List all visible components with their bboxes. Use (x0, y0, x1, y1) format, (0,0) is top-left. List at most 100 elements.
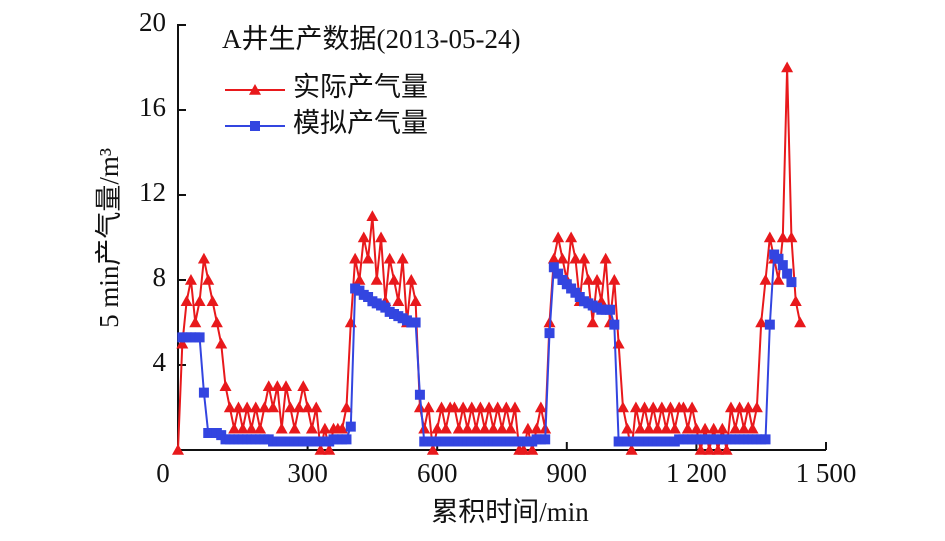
data-point (655, 401, 668, 413)
data-point (772, 274, 785, 285)
data-point (599, 252, 612, 264)
y-tick-label: 20 (139, 7, 166, 37)
data-point (452, 422, 465, 434)
data-point (548, 262, 559, 273)
data-point (197, 252, 210, 264)
data-point (500, 401, 513, 413)
data-point (496, 422, 508, 434)
data-point (750, 401, 763, 413)
data-point (478, 422, 491, 434)
data-point (776, 231, 789, 243)
data-point (582, 274, 595, 285)
data-point (219, 380, 232, 392)
data-point (681, 422, 694, 434)
legend-marker (250, 121, 260, 131)
data-point (353, 274, 366, 285)
data-point (176, 337, 189, 349)
data-point (426, 444, 439, 455)
data-point (547, 252, 560, 264)
data-point (396, 252, 409, 264)
data-point (210, 316, 223, 328)
data-point (409, 295, 422, 307)
data-point (781, 61, 794, 73)
data-point (215, 337, 228, 349)
x-tick-label: 300 (287, 458, 328, 488)
data-point (720, 444, 733, 455)
y-tick-label: 16 (139, 92, 166, 122)
data-point (461, 422, 474, 434)
data-point (544, 328, 555, 339)
data-point (759, 274, 772, 285)
x-tick-label: 0 (156, 458, 170, 488)
data-point (431, 422, 444, 434)
data-point (418, 422, 431, 434)
x-tick-label: 600 (417, 458, 458, 488)
y-tick-label: 8 (153, 262, 167, 292)
data-point (694, 444, 707, 455)
data-point (241, 401, 254, 413)
data-point (621, 422, 634, 434)
data-point (340, 401, 353, 413)
data-point (763, 231, 776, 243)
data-point (786, 277, 797, 288)
data-point (275, 422, 288, 434)
data-point (457, 401, 470, 413)
data-point (228, 422, 241, 434)
data-point (249, 401, 262, 413)
data-point (686, 401, 699, 413)
x-tick-label: 900 (547, 458, 588, 488)
data-point (773, 253, 784, 264)
data-point (591, 274, 604, 285)
legend-label: 模拟产气量 (293, 108, 428, 138)
data-point (262, 380, 275, 392)
data-point (465, 401, 478, 413)
data-point (314, 444, 327, 455)
data-point (422, 401, 435, 413)
data-point (383, 252, 396, 264)
data-point (785, 231, 798, 243)
y-axis-label: 5 min产气量/m³ (94, 148, 124, 328)
data-point (677, 401, 690, 413)
data-point (474, 401, 487, 413)
data-point (605, 304, 615, 315)
data-point (647, 401, 660, 413)
data-point (341, 434, 352, 445)
data-point (782, 268, 793, 279)
data-point (616, 401, 629, 413)
data-point (202, 274, 215, 285)
data-point (789, 295, 802, 307)
data-point (764, 319, 775, 330)
data-point (737, 422, 750, 434)
data-point (280, 380, 292, 392)
y-tick-label: 4 (153, 347, 167, 377)
data-point (288, 422, 301, 434)
data-point (690, 422, 703, 434)
data-point (305, 422, 318, 434)
data-point (707, 422, 720, 434)
data-point (553, 268, 564, 279)
data-point (540, 434, 551, 445)
data-point (569, 252, 582, 264)
data-point (552, 231, 565, 243)
data-point (660, 422, 673, 434)
data-point (504, 422, 517, 434)
data-point (236, 422, 249, 434)
data-point (258, 401, 271, 413)
data-point (777, 260, 788, 271)
data-point (349, 252, 362, 264)
data-point (556, 252, 569, 264)
data-point (194, 332, 205, 343)
data-point (755, 316, 768, 328)
data-point (184, 274, 197, 285)
data-point (345, 421, 356, 432)
data-point (297, 380, 310, 392)
data-point (245, 422, 258, 434)
data-point (526, 444, 539, 455)
data-point (193, 295, 206, 307)
data-point (254, 422, 267, 434)
chart-title: A井生产数据(2013-05-24) (222, 24, 520, 54)
legend-marker (249, 84, 261, 95)
data-point (651, 422, 664, 434)
data-point (439, 422, 452, 434)
data-point (578, 252, 591, 264)
